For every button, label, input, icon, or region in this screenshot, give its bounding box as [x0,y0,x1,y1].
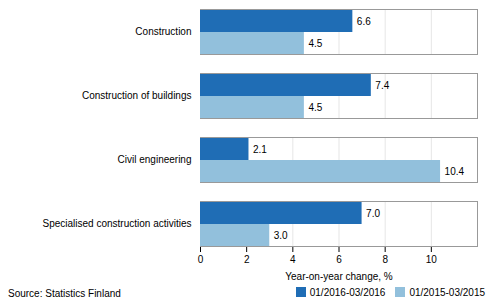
svg-text:4.5: 4.5 [308,102,322,113]
html-text:01/2015-03/2015: 01/2015-03/2015 [409,286,485,298]
svg-text:4.5: 4.5 [308,38,322,49]
html-text:Source: Statistics Finland: Source: Statistics Finland [8,287,121,299]
svg-text:Year-on-year change, %: Year-on-year change, % [285,271,393,282]
svg-text:6.6: 6.6 [357,16,371,27]
svg-text:10: 10 [426,254,438,265]
svg-text:0: 0 [198,254,204,265]
svg-text:6: 6 [336,254,342,265]
html-text:01/2016-03/2016: 01/2016-03/2016 [309,286,386,298]
svg-text:Civil engineering: Civil engineering [118,154,192,165]
svg-text:Specialised construction activ: Specialised construction activities [43,218,192,229]
svg-text:4: 4 [290,254,296,265]
svg-text:3.0: 3.0 [274,230,288,241]
svg-text:8: 8 [382,254,388,265]
svg-text:2.1: 2.1 [253,144,267,155]
svg-text:7.0: 7.0 [366,208,380,219]
svg-text:Construction of buildings: Construction of buildings [82,90,192,101]
svg-text:7.4: 7.4 [375,80,389,91]
svg-text:10.4: 10.4 [445,166,465,177]
svg-text:Construction: Construction [135,26,191,37]
svg-text:2: 2 [244,254,250,265]
